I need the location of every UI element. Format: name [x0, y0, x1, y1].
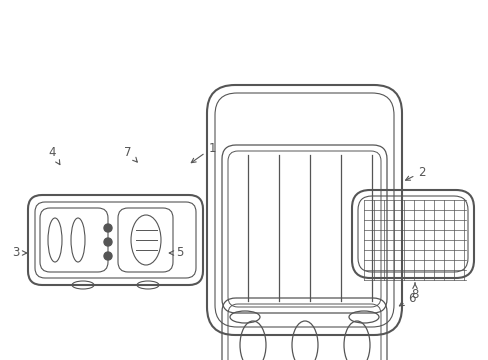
Text: 6: 6	[399, 292, 415, 306]
Text: 9: 9	[0, 359, 1, 360]
Text: 2: 2	[405, 166, 425, 180]
Text: 4: 4	[48, 145, 60, 165]
Circle shape	[104, 224, 112, 232]
Text: 3: 3	[12, 247, 27, 260]
Text: 5: 5	[169, 247, 183, 260]
Circle shape	[104, 252, 112, 260]
Text: 7: 7	[124, 145, 137, 162]
Circle shape	[104, 238, 112, 246]
Text: 1: 1	[191, 141, 215, 163]
Text: 8: 8	[410, 283, 418, 302]
